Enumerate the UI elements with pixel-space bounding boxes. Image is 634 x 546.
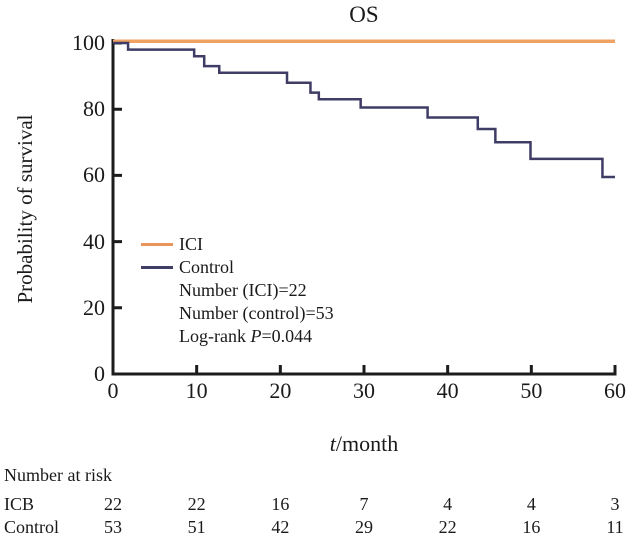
risk-value: 7 (359, 494, 369, 514)
legend-entry-control: Control (141, 256, 334, 279)
x-tick-label: 50 (520, 378, 543, 403)
chart-title: OS (349, 2, 379, 27)
legend: ICI Control Number (ICI)=22 Number (cont… (141, 233, 334, 348)
legend-label-control: Control (179, 257, 235, 277)
stat-logrank: Log-rank P=0.044 (179, 326, 313, 346)
y-tick-label: 60 (83, 162, 105, 188)
risk-value: 16 (271, 494, 290, 514)
risk-table-header: Number at risk (4, 465, 112, 485)
curve-control (113, 41, 615, 179)
risk-value: 22 (438, 517, 457, 537)
legend-label-ici: ICI (179, 234, 203, 254)
x-tick-label: 0 (107, 378, 119, 403)
risk-row-label: Control (4, 517, 60, 537)
risk-value: 22 (187, 494, 206, 514)
risk-value: 4 (526, 494, 536, 514)
y-tick-label: 100 (72, 30, 105, 55)
x-tick-label: 10 (185, 378, 208, 403)
risk-value: 29 (355, 517, 373, 537)
stat-number-control: Number (control)=53 (179, 303, 334, 323)
risk-value: 42 (271, 517, 290, 537)
x-tick-label: 40 (436, 378, 459, 403)
y-tick-label: 40 (83, 228, 105, 254)
risk-value: 16 (522, 517, 541, 537)
ici-line-swatch (141, 243, 173, 246)
risk-value: 4 (443, 494, 453, 514)
x-tick-label: 20 (269, 378, 292, 403)
stat-number-ici: Number (ICI)=22 (179, 280, 307, 300)
risk-value: 51 (187, 517, 206, 537)
plot-area (111, 39, 617, 376)
risk-row-label: ICB (4, 494, 35, 514)
y-tick-label: 80 (83, 96, 105, 122)
control-line-swatch (141, 266, 173, 269)
y-tick-label: 0 (94, 361, 105, 386)
risk-value: 3 (610, 494, 620, 514)
legend-entry-ici: ICI (141, 233, 334, 256)
risk-value: 11 (606, 517, 624, 537)
x-axis-title: t/month (329, 431, 399, 456)
y-tick-label: 20 (83, 294, 105, 320)
x-tick-label: 60 (604, 378, 626, 403)
risk-value: 53 (104, 517, 122, 537)
risk-value: 22 (104, 494, 122, 514)
x-tick-label: 30 (353, 378, 375, 403)
